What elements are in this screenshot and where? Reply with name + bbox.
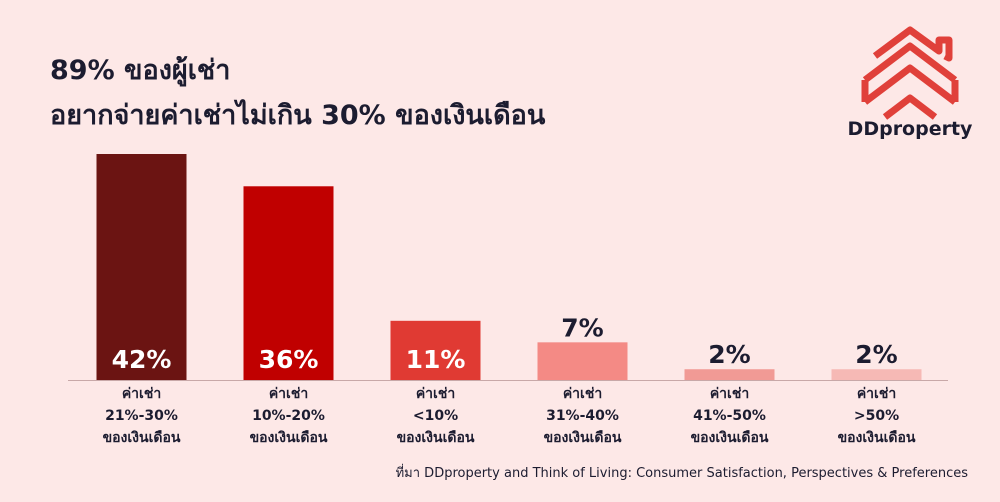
brand-name: DDproperty xyxy=(847,118,973,140)
bar-3 xyxy=(537,342,628,380)
value-label-1: 36% xyxy=(259,345,319,374)
category-label-3-line-2: ของเงินเดือน xyxy=(544,430,622,446)
category-label-4-line-2: ของเงินเดือน xyxy=(691,430,769,446)
chart-title-line-2: อยากจ่ายค่าเช่าไม่เกิน 30% ของเงินเดือน xyxy=(50,100,546,131)
category-label-3-line-0: ค่าเช่า xyxy=(563,386,602,402)
category-label-2-line-1: <10% xyxy=(413,408,458,424)
logo-mark xyxy=(861,26,959,120)
category-label-2-line-0: ค่าเช่า xyxy=(416,386,455,402)
bar-0 xyxy=(96,154,187,380)
category-label-1-line-2: ของเงินเดือน xyxy=(250,430,328,446)
value-label-2: 11% xyxy=(406,345,466,374)
value-label-3: 7% xyxy=(561,313,603,342)
chart-title-line-1: 89% ของผู้เช่า xyxy=(50,55,231,86)
category-label-0-line-0: ค่าเช่า xyxy=(122,386,161,402)
bar-2 xyxy=(390,320,481,380)
source-note: ที่มา DDproperty and Think of Living: Co… xyxy=(395,466,968,481)
category-label-2-line-2: ของเงินเดือน xyxy=(397,430,475,446)
category-label-4-line-0: ค่าเช่า xyxy=(710,386,749,402)
bar-1 xyxy=(243,186,334,380)
category-label-0-line-1: 21%-30% xyxy=(105,408,178,424)
category-label-0-line-2: ของเงินเดือน xyxy=(103,430,181,446)
category-label-5-line-1: >50% xyxy=(854,408,899,424)
bar-chart: 42% ค่าเช่า 21%-30% ของเงินเดือน 36% ค่าเช่า 1… xyxy=(68,154,948,446)
category-label-1-line-1: 10%-20% xyxy=(252,408,325,424)
ddproperty-logo-icon xyxy=(861,26,959,120)
value-label-4: 2% xyxy=(708,340,750,369)
category-label-5-line-0: ค่าเช่า xyxy=(857,386,896,402)
value-label-5: 2% xyxy=(855,340,897,369)
category-label-3-line-1: 31%-40% xyxy=(546,408,619,424)
category-label-4-line-1: 41%-50% xyxy=(693,408,766,424)
bar-5 xyxy=(831,369,922,380)
category-label-5-line-2: ของเงินเดือน xyxy=(838,430,916,446)
value-label-0: 42% xyxy=(112,345,172,374)
category-label-1-line-0: ค่าเช่า xyxy=(269,386,308,402)
bar-4 xyxy=(684,369,775,380)
